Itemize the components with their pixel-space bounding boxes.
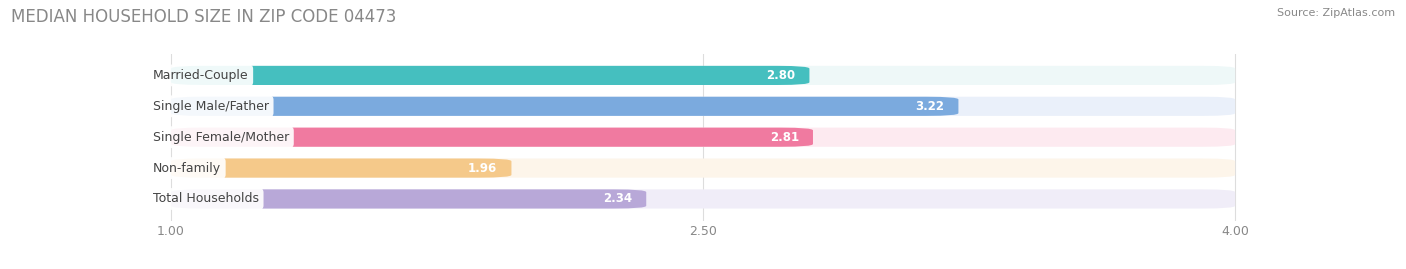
- Text: Total Households: Total Households: [153, 192, 259, 206]
- FancyBboxPatch shape: [172, 97, 959, 116]
- Text: MEDIAN HOUSEHOLD SIZE IN ZIP CODE 04473: MEDIAN HOUSEHOLD SIZE IN ZIP CODE 04473: [11, 8, 396, 26]
- FancyBboxPatch shape: [172, 189, 647, 208]
- Text: Non-family: Non-family: [153, 162, 221, 175]
- Text: Single Male/Father: Single Male/Father: [153, 100, 269, 113]
- FancyBboxPatch shape: [172, 128, 813, 147]
- Text: 2.81: 2.81: [769, 131, 799, 144]
- FancyBboxPatch shape: [172, 158, 1234, 178]
- FancyBboxPatch shape: [172, 66, 1234, 85]
- Text: Single Female/Mother: Single Female/Mother: [153, 131, 290, 144]
- Text: 2.34: 2.34: [603, 192, 633, 206]
- FancyBboxPatch shape: [172, 97, 1234, 116]
- Text: 3.22: 3.22: [915, 100, 945, 113]
- FancyBboxPatch shape: [172, 189, 1234, 208]
- FancyBboxPatch shape: [172, 66, 810, 85]
- Text: Source: ZipAtlas.com: Source: ZipAtlas.com: [1277, 8, 1395, 18]
- Text: Married-Couple: Married-Couple: [153, 69, 249, 82]
- FancyBboxPatch shape: [172, 128, 1234, 147]
- FancyBboxPatch shape: [172, 158, 512, 178]
- Text: 2.80: 2.80: [766, 69, 796, 82]
- Text: 1.96: 1.96: [468, 162, 498, 175]
